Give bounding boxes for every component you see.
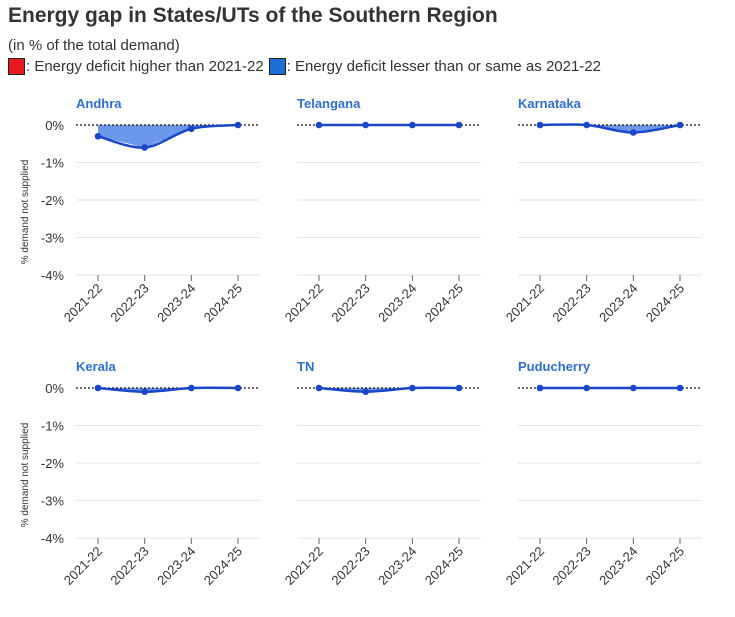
x-tick-label: 2021-22 xyxy=(503,281,547,325)
x-tick-label: 2022-23 xyxy=(328,544,372,588)
data-point-2023-24 xyxy=(188,125,195,133)
data-point-2024-25 xyxy=(676,121,684,129)
page-title: Energy gap in States/UTs of the Southern… xyxy=(8,4,498,27)
data-point-2022-23 xyxy=(141,388,148,396)
data-point-2022-23 xyxy=(141,144,148,151)
x-tick-label: 2021-22 xyxy=(282,281,326,325)
legend-label-higher: : Energy deficit higher than 2021-22 xyxy=(26,58,264,75)
data-point-2023-24 xyxy=(188,384,195,392)
page-subtitle: (in % of the total demand) xyxy=(8,37,180,54)
data-point-2022-23 xyxy=(583,384,590,392)
x-tick-label: 2024-25 xyxy=(201,281,245,325)
x-tick-label: 2023-24 xyxy=(375,544,419,588)
y-tick-label: 0% xyxy=(45,381,64,396)
data-point-2023-24 xyxy=(409,384,416,392)
x-tick-label: 2021-22 xyxy=(61,281,105,325)
x-tick-label: 2022-23 xyxy=(549,281,593,325)
x-tick-label: 2024-25 xyxy=(422,544,466,588)
data-point-2021-22 xyxy=(536,121,544,129)
data-point-2022-23 xyxy=(583,121,590,129)
x-tick-label: 2024-25 xyxy=(201,544,245,588)
panel-kerala: Kerala 0% -1% -2% -3% -4% % demand not supplie… xyxy=(20,359,260,588)
x-tick-label: 2021-22 xyxy=(61,544,105,588)
series-line xyxy=(318,386,460,394)
y-tick-label: -3% xyxy=(41,494,65,509)
data-point-2024-25 xyxy=(455,121,463,129)
series-line xyxy=(539,123,681,134)
x-tick-label: 2023-24 xyxy=(596,544,640,588)
x-tick-label: 2021-22 xyxy=(503,544,547,588)
data-point-2022-23 xyxy=(362,121,369,129)
data-point-2024-25 xyxy=(676,384,684,392)
panel-puducherry: Puducherry 2021-22 2022-23 2023-24 2024-25 xyxy=(503,359,702,588)
data-point-2023-24 xyxy=(630,384,637,392)
data-point-2022-23 xyxy=(362,388,369,396)
y-tick-label: -4% xyxy=(41,531,65,546)
data-point-2023-24 xyxy=(409,121,416,129)
legend: : Energy deficit higher than 2021-22 : E… xyxy=(8,58,606,75)
y-tick-label: -3% xyxy=(41,231,65,246)
data-point-2021-22 xyxy=(315,121,323,129)
series-line xyxy=(97,123,239,149)
y-tick-label: -1% xyxy=(41,156,65,171)
legend-swatch-lesser xyxy=(268,58,286,75)
y-axis-label: % demand not supplied xyxy=(20,423,31,528)
series-line xyxy=(97,386,239,394)
panel-title: Puducherry xyxy=(518,359,591,374)
x-tick-label: 2022-23 xyxy=(549,544,593,588)
panel-title: Kerala xyxy=(76,359,117,374)
data-point-2024-25 xyxy=(455,384,463,392)
legend-swatch-higher xyxy=(8,58,25,75)
data-point-2024-25 xyxy=(234,121,242,129)
y-tick-label: -2% xyxy=(41,193,65,208)
panel-title: Andhra xyxy=(76,96,122,111)
y-tick-label: -1% xyxy=(41,419,65,434)
legend-label-lesser: : Energy deficit lesser than or same as … xyxy=(286,58,601,75)
x-tick-label: 2024-25 xyxy=(422,281,466,325)
x-tick-label: 2022-23 xyxy=(107,544,151,588)
panel-title: TN xyxy=(297,359,314,374)
data-point-2021-22 xyxy=(94,132,102,140)
data-point-2021-22 xyxy=(536,384,544,392)
area-fill xyxy=(98,125,238,148)
x-tick-label: 2024-25 xyxy=(643,544,687,588)
panel-tn: TN 2021-22 2022-23 2023-24 2024-25 xyxy=(282,359,481,588)
data-point-2024-25 xyxy=(234,384,242,392)
x-tick-label: 2022-23 xyxy=(107,281,151,325)
panel-title: Telangana xyxy=(297,96,361,111)
x-tick-label: 2022-23 xyxy=(328,281,372,325)
panel-telangana: Telangana 2021-22 2022-23 2023-24 2024-25 xyxy=(282,96,481,325)
x-tick-label: 2023-24 xyxy=(154,281,198,325)
x-tick-label: 2023-24 xyxy=(596,281,640,325)
data-point-2023-24 xyxy=(630,129,637,136)
y-tick-label: -2% xyxy=(41,456,65,471)
y-tick-label: 0% xyxy=(45,118,64,133)
panel-title: Karnataka xyxy=(518,96,582,111)
data-point-2021-22 xyxy=(315,384,323,392)
x-tick-label: 2023-24 xyxy=(154,544,198,588)
data-point-2021-22 xyxy=(94,384,102,392)
x-tick-label: 2024-25 xyxy=(643,281,687,325)
panel-andhra: Andhra 0% -1% -2% -3% -4% % demand not supplie… xyxy=(20,96,260,325)
y-axis-label: % demand not supplied xyxy=(20,160,31,265)
panel-karnataka: Karnataka 2021-22 2022-23 2023-24 2024-25 xyxy=(503,96,702,325)
y-tick-label: -4% xyxy=(41,268,65,283)
x-tick-label: 2023-24 xyxy=(375,281,419,325)
x-tick-label: 2021-22 xyxy=(282,544,326,588)
